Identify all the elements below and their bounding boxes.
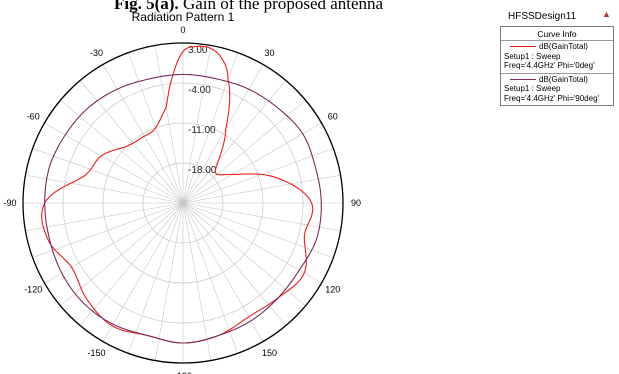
angle-tick-label: -150	[87, 348, 105, 358]
angle-tick-label: -30	[90, 48, 103, 58]
radial-tick-label: -18.00	[188, 165, 217, 176]
angle-tick-label: -180	[174, 371, 192, 374]
angle-tick-label: 90	[351, 198, 361, 208]
radial-tick-label: -4.00	[188, 85, 211, 96]
angle-tick-labels: 0 30 60 90 120 150 -180 -150 -120 -90 -60 -30	[3, 25, 361, 374]
legend-entry-setup: Setup1 : Sweep	[504, 51, 561, 61]
grid-ring	[62, 82, 304, 324]
curve-info-legend[interactable]: Curve Info dB(GainTotal) Setup1 : Sweep …	[500, 26, 614, 106]
grid-ring	[142, 162, 224, 244]
legend-entry-params: Freq='4.4GHz' Phi='0deg'	[504, 61, 595, 70]
angle-tick-label: 60	[328, 112, 338, 122]
angle-tick-label: -90	[3, 198, 16, 208]
angle-tick-label: 0	[180, 25, 185, 35]
radial-tick-label: -11.00	[188, 125, 216, 136]
angle-tick-label: 120	[325, 285, 340, 295]
legend-swatch	[510, 46, 536, 48]
angle-tick-label: -120	[24, 285, 42, 295]
design-name: HFSSDesign11	[508, 11, 577, 22]
chart-title: Radiation Pattern 1	[132, 10, 235, 24]
angle-tick-label: 30	[264, 48, 274, 58]
angle-tick-label: 150	[262, 348, 277, 358]
polar-grid	[22, 42, 344, 364]
radial-tick-label: 3.00	[188, 45, 208, 56]
series-line-phi-0deg	[41, 45, 314, 344]
series-line-phi-90deg	[44, 73, 322, 344]
legend-entry-phi-90[interactable]: dB(GainTotal) Setup1 : Sweep Freq='4.4GH…	[501, 72, 613, 106]
legend-entry-setup: Setup1 : Sweep	[504, 84, 561, 93]
legend-entry-params: Freq='4.4GHz' Phi='90deg'	[504, 93, 600, 103]
legend-title: Curve Info	[501, 27, 613, 41]
grid-ring	[102, 122, 264, 284]
warning-icon[interactable]: ▲	[602, 9, 611, 19]
legend-entry-name: dB(GainTotal)	[539, 42, 588, 51]
grid-ring	[22, 42, 344, 364]
figure-caption-text: Gain of the proposed antenna	[178, 0, 384, 13]
legend-entry-phi-0[interactable]: dB(GainTotal) Setup1 : Sweep Freq='4.4GH…	[501, 41, 613, 73]
legend-swatch	[510, 78, 536, 80]
radial-tick-labels: 3.00 -4.00 -11.00 -18.00	[188, 45, 217, 176]
figure-caption: Fig. 5(a). Gain of the proposed antenna	[114, 0, 383, 14]
figure-caption-prefix: Fig. 5(a).	[114, 0, 179, 13]
legend-entry-name: dB(GainTotal)	[539, 74, 588, 84]
pattern-curves	[41, 45, 322, 344]
angle-tick-label: -60	[27, 112, 40, 122]
